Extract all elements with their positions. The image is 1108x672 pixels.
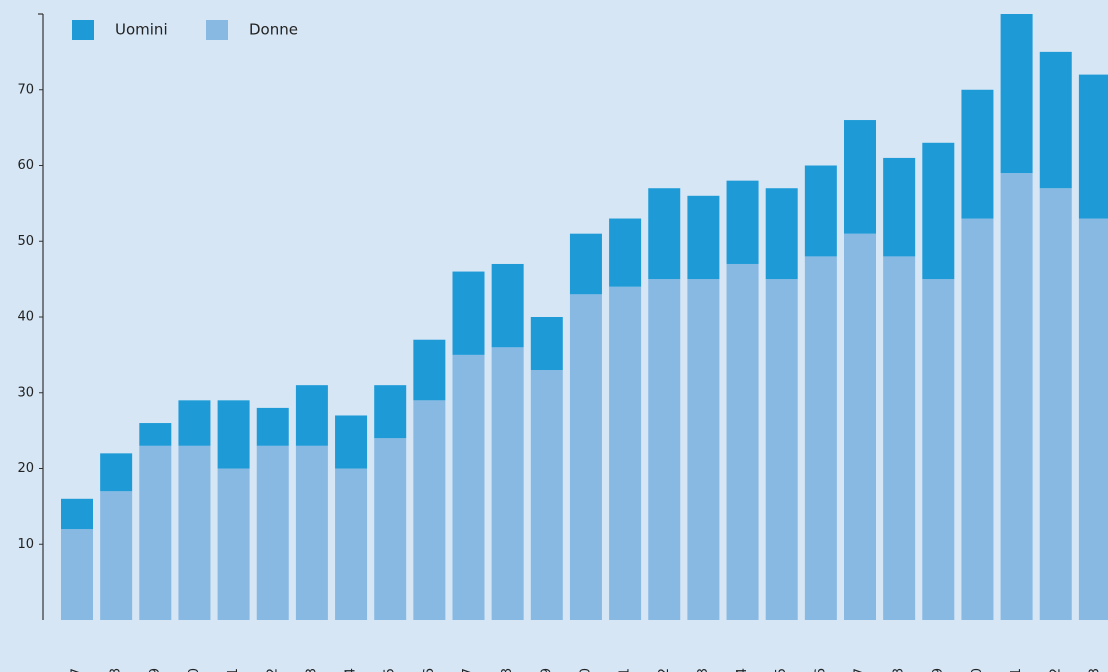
bar-segment [452, 354, 485, 620]
legend-label: Uomini [115, 21, 168, 39]
bar-segment [139, 445, 172, 620]
bar-segment [1039, 188, 1072, 620]
x-tick-label: 2021 [1009, 668, 1024, 672]
y-tick-label: 20 [17, 461, 34, 476]
bar-segment [648, 188, 681, 280]
x-tick-label: 2009 [539, 668, 554, 672]
bar-segment [413, 339, 446, 401]
bar-segment [217, 468, 250, 620]
bar-segment [609, 218, 642, 287]
legend-label: Donne [249, 21, 298, 39]
x-tick-label: 1998 [109, 668, 124, 672]
bar-segment [178, 445, 211, 620]
bar-segment [335, 415, 368, 469]
bar-segment [413, 400, 446, 620]
bar-segment [765, 188, 798, 280]
x-tick-label: 2001 [226, 668, 241, 672]
bar-segment [491, 347, 524, 620]
bar-segment [61, 529, 93, 620]
y-tick-label: 70 [17, 82, 34, 97]
bar-segment [804, 256, 837, 620]
x-tick-label: 2006 [422, 668, 437, 672]
x-tick-label: 2007 [461, 668, 476, 672]
bar-segment [178, 400, 211, 446]
x-tick-label: 2012 [657, 668, 672, 672]
x-tick-label: 2008 [500, 668, 515, 672]
bar-segment [1000, 14, 1033, 174]
x-tick-label: 2016 [813, 668, 828, 672]
bar-segment [256, 445, 289, 620]
bar-segment [726, 263, 759, 620]
x-tick-label: 2004 [344, 668, 359, 672]
bar-segment [374, 438, 407, 620]
x-tick-label: 2002 [265, 668, 280, 672]
legend-swatch [206, 20, 228, 40]
bar-segment [295, 385, 328, 446]
x-tick-label: 2000 [187, 668, 202, 672]
x-tick-label: 2017 [853, 668, 868, 672]
bar-segment [1039, 51, 1072, 189]
bar-segment [804, 165, 837, 257]
bar-segment [883, 157, 916, 257]
y-tick-label: 50 [17, 234, 34, 249]
bar-segment [883, 256, 916, 620]
bar-segment [569, 233, 602, 295]
bar-segment [687, 195, 720, 280]
x-tick-label: 1999 [148, 668, 163, 672]
y-tick-label: 30 [17, 385, 34, 400]
bar-segment [335, 468, 368, 620]
bar-segment [1078, 218, 1108, 620]
bar-segment [609, 286, 642, 620]
x-tick-label: 1997 [70, 668, 85, 672]
bar-segment [100, 453, 133, 492]
bar-segment [452, 271, 485, 355]
bar-segment [100, 491, 133, 620]
bar-segment [295, 445, 328, 620]
x-tick-label: 2013 [696, 668, 711, 672]
bar-segment [491, 263, 524, 348]
bar-segment [61, 498, 93, 530]
bar-segment [139, 423, 172, 446]
bar-segment [256, 407, 289, 446]
bar-segment [530, 317, 563, 371]
x-tick-label: 2020 [970, 668, 985, 672]
bar-segment [922, 279, 955, 620]
bar-segment [569, 294, 602, 620]
x-tick-label: 2003 [304, 668, 319, 672]
bar-segment [844, 233, 876, 621]
x-tick-label: 2011 [618, 668, 633, 672]
bar-segment [687, 279, 720, 620]
y-tick-label: 60 [17, 158, 34, 173]
bar-segment [648, 279, 681, 620]
x-tick-label: 2014 [735, 668, 750, 672]
bar-segment [961, 89, 994, 219]
legend-swatch [72, 20, 94, 40]
bar-segment [844, 120, 876, 234]
bar-segment [922, 142, 955, 280]
bar-segment [1078, 74, 1108, 219]
bar-segment [217, 400, 250, 469]
x-tick-label: 2019 [931, 668, 946, 672]
bar-segment [530, 370, 563, 620]
x-tick-label: 2018 [892, 668, 907, 672]
bar-segment [961, 218, 994, 620]
x-tick-label: 2010 [578, 668, 593, 672]
x-tick-label: 2023 [1087, 668, 1102, 672]
bar-segment [374, 385, 407, 439]
x-tick-label: 2022 [1048, 668, 1063, 672]
bar-segment [765, 279, 798, 620]
bar-segment [726, 180, 759, 264]
y-tick-label: 40 [17, 310, 34, 325]
x-tick-label: 2005 [383, 668, 398, 672]
y-tick-label: 10 [17, 537, 34, 552]
x-tick-label: 2015 [774, 668, 789, 672]
bar-segment [1000, 173, 1033, 620]
